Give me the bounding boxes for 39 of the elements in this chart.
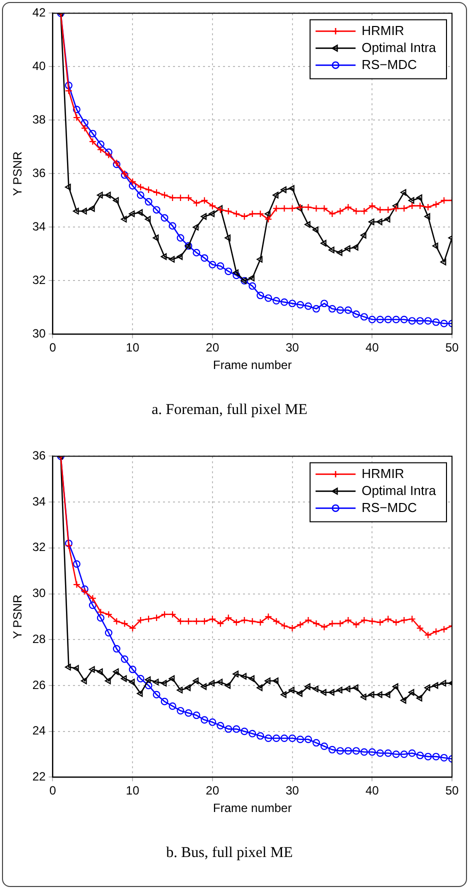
- x-tick-label: 50: [445, 340, 459, 355]
- x-tick-label: 20: [206, 784, 220, 798]
- legend-label: HRMIR: [362, 22, 404, 38]
- y-axis-title: Y PSNR: [10, 151, 25, 196]
- legend-label: RS−MDC: [362, 500, 417, 515]
- x-tick-label: 50: [445, 784, 459, 798]
- y-tick-label: 28: [32, 632, 46, 646]
- x-axis-title: Frame number: [213, 358, 292, 372]
- legend-label: HRMIR: [362, 466, 404, 481]
- x-tick-label: 0: [49, 784, 56, 798]
- x-tick-label: 0: [49, 340, 56, 355]
- legend-label: Optimal Intra: [362, 40, 437, 55]
- text: a. Foreman, full pixel ME: [152, 402, 308, 418]
- x-tick-label: 30: [286, 784, 300, 798]
- x-tick-label: 30: [286, 340, 300, 355]
- y-tick-label: 24: [32, 724, 46, 738]
- y-tick-label: 34: [32, 220, 46, 234]
- y-tick-label: 36: [32, 448, 46, 463]
- y-axis-title: Y PSNR: [10, 594, 25, 639]
- text: b. Bus, full pixel ME: [166, 844, 293, 861]
- y-tick-label: 42: [32, 6, 46, 20]
- y-tick-label: 30: [32, 586, 46, 600]
- x-tick-label: 40: [365, 340, 380, 355]
- x-axis-title: Frame number: [213, 801, 292, 816]
- y-tick-label: 32: [32, 273, 46, 288]
- y-tick-label: 30: [32, 326, 46, 341]
- y-tick-label: 36: [32, 166, 46, 180]
- legend-label: Optimal Intra: [362, 482, 437, 498]
- y-tick-label: 34: [32, 494, 46, 508]
- x-tick-label: 10: [126, 340, 140, 355]
- y-tick-label: 26: [32, 678, 46, 692]
- y-tick-label: 22: [32, 770, 46, 784]
- y-tick-label: 40: [32, 59, 46, 74]
- x-tick-label: 20: [206, 340, 220, 355]
- x-tick-label: 10: [126, 784, 140, 798]
- legend-label: RS−MDC: [362, 56, 417, 72]
- x-tick-label: 40: [365, 784, 380, 798]
- y-tick-label: 38: [32, 112, 46, 127]
- y-tick-label: 32: [32, 540, 46, 554]
